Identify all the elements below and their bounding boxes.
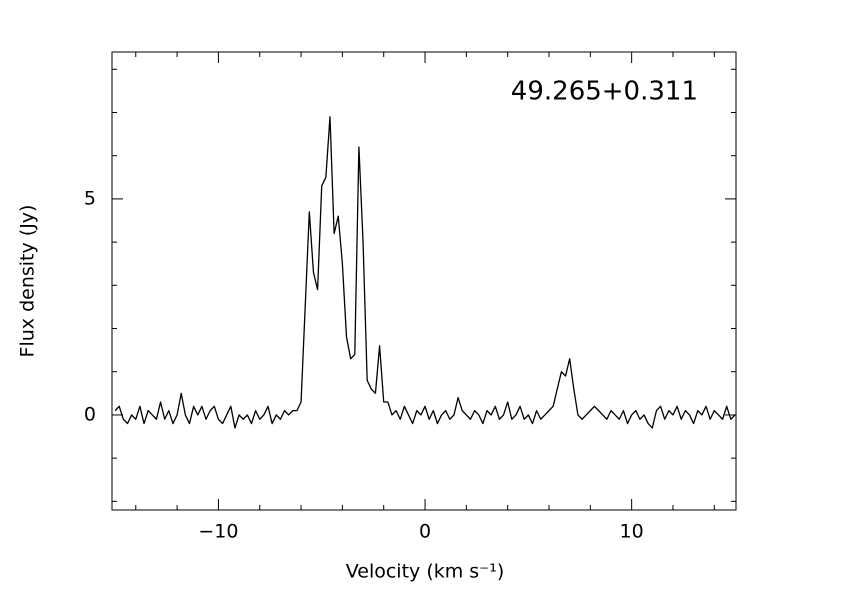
spectrum-line <box>114 116 736 429</box>
plot-frame <box>111 51 737 511</box>
y-tick-label: 0 <box>84 403 96 425</box>
x-tick-label: 10 <box>620 521 644 543</box>
x-axis-label: Velocity (km s⁻¹) <box>346 561 505 583</box>
y-tick-label: 5 <box>84 187 96 209</box>
x-tick-label: −10 <box>198 521 238 543</box>
annotation: 49.265+0.311 <box>511 77 698 107</box>
x-tick-label: 0 <box>419 521 431 543</box>
y-axis-label: Flux density (Jy) <box>17 205 39 358</box>
